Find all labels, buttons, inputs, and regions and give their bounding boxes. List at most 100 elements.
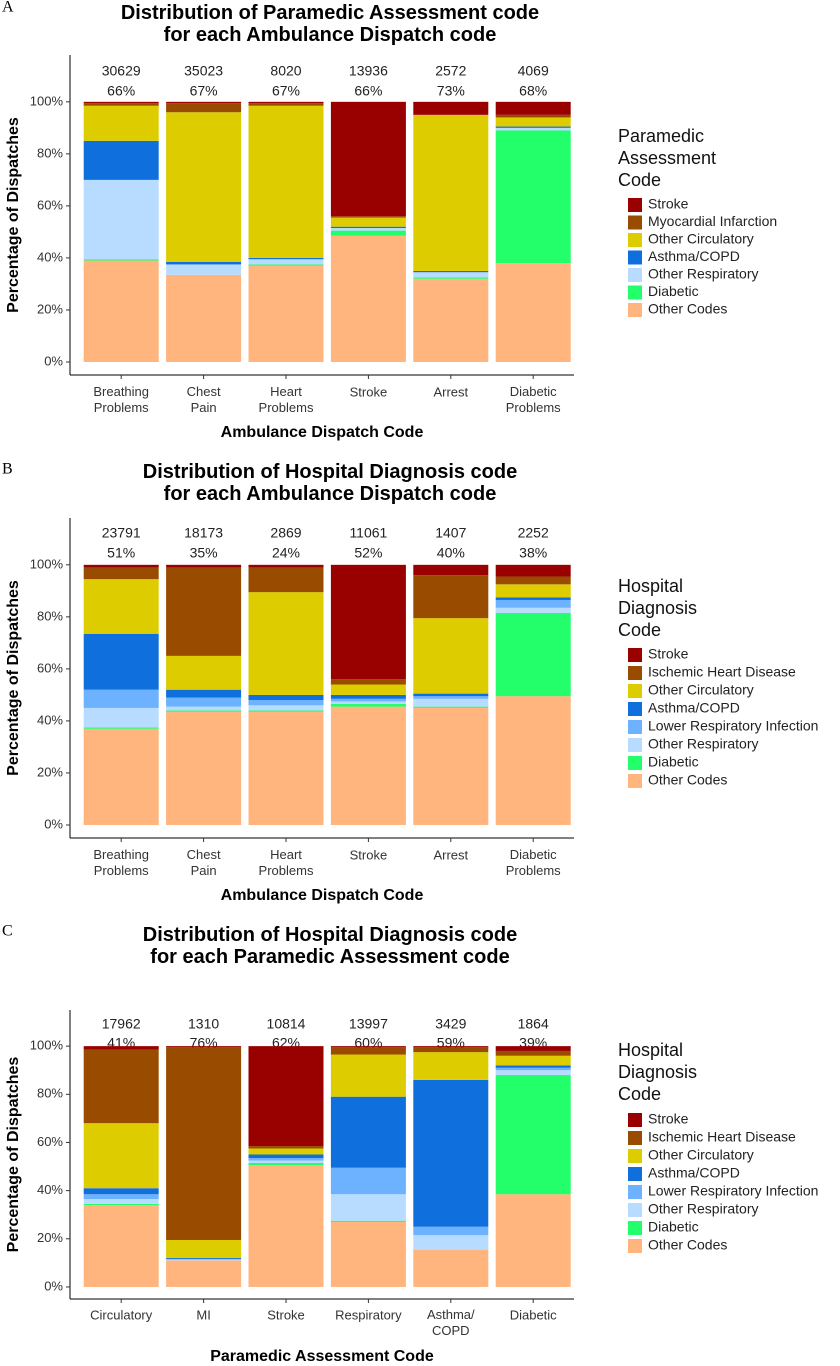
bar-segment <box>413 1226 489 1236</box>
bar-percent: 73% <box>437 83 465 99</box>
x-tick-label: Stroke <box>350 847 388 862</box>
bar-segment <box>495 1067 571 1071</box>
x-tick-label: Asthma/COPD <box>427 1307 475 1338</box>
y-tick-label: 80% <box>37 608 63 623</box>
bar-segment <box>330 701 406 705</box>
bar-segment <box>413 1047 489 1053</box>
legend-swatch <box>628 1185 642 1199</box>
bar-count: 13936 <box>349 63 388 79</box>
bar-count: 35023 <box>184 63 223 79</box>
bar-segment <box>330 684 406 695</box>
bar-segment <box>83 260 159 362</box>
bar-segment <box>166 1259 242 1261</box>
bar-segment <box>248 1148 324 1155</box>
y-tick-label: 20% <box>37 764 63 779</box>
y-tick-label: 40% <box>37 249 63 264</box>
bar-segment <box>166 101 242 104</box>
legend-label: Stroke <box>648 646 689 662</box>
y-axis-title: Percentage of Dispatches <box>5 117 22 313</box>
bar-segment <box>495 114 571 118</box>
bar-segment <box>166 564 242 568</box>
legend-label: Asthma/COPD <box>648 248 740 264</box>
legend-swatch <box>628 285 642 300</box>
legend-label: Stroke <box>648 196 689 212</box>
bar-segment <box>248 700 324 706</box>
bar-segment <box>330 101 406 217</box>
bar-segment <box>83 579 159 634</box>
bar-segment <box>166 1258 242 1260</box>
legend-label: Diabetic <box>648 754 699 770</box>
bar-segment <box>413 696 489 699</box>
bar-segment <box>166 1260 242 1287</box>
bar-segment <box>248 694 324 701</box>
legend-label: Diabetic <box>648 1219 699 1235</box>
legend-label: Stroke <box>648 1111 689 1127</box>
bar-segment <box>330 1047 406 1055</box>
bar-percent: 52% <box>354 545 382 561</box>
legend-swatch <box>628 684 642 698</box>
bar-segment <box>166 261 242 265</box>
bar-segment <box>495 1075 571 1195</box>
legend-label: Other Codes <box>648 301 727 317</box>
y-tick-label: 20% <box>37 301 63 316</box>
bar-segment <box>330 679 406 685</box>
bar-segment <box>83 1188 159 1195</box>
bar-segment <box>495 564 571 577</box>
legend-swatch <box>628 268 642 282</box>
legend-label: Lower Respiratory Infection <box>648 718 818 734</box>
bar-segment <box>330 704 406 707</box>
x-tick-label: Stroke <box>267 1307 305 1322</box>
legend-swatch <box>628 250 642 265</box>
bar-segment <box>413 618 489 694</box>
bar-segment <box>330 226 406 229</box>
bar-segment <box>83 1205 159 1287</box>
bar-segment <box>413 101 489 115</box>
bar-segment <box>248 592 324 695</box>
bar-segment <box>166 112 242 262</box>
bar-segment <box>330 230 406 236</box>
bar-segment <box>248 259 324 265</box>
bar-segment <box>166 103 242 113</box>
bar-segment <box>495 576 571 585</box>
bar-segment <box>83 1199 159 1204</box>
bar-segment <box>495 597 571 600</box>
y-tick-label: 40% <box>37 712 63 727</box>
bar-segment <box>330 1220 406 1222</box>
bar-segment <box>248 1046 324 1147</box>
bar-segment <box>413 1052 489 1080</box>
x-tick-label: Arrest <box>433 384 468 399</box>
bar-segment <box>166 274 242 362</box>
bar-segment <box>413 114 489 271</box>
legend-swatch <box>628 1221 642 1235</box>
bar-segment <box>495 1046 571 1051</box>
x-tick-label: Arrest <box>433 847 468 862</box>
bar-segment <box>83 1049 159 1124</box>
bar-segment <box>83 633 159 690</box>
bar-segment <box>495 584 571 598</box>
bar-count: 8020 <box>270 63 301 79</box>
bar-percent: 66% <box>354 83 382 99</box>
bar-segment <box>413 564 489 576</box>
legend-swatch <box>628 720 642 734</box>
x-tick-label: Chest Pain <box>187 384 221 415</box>
bar-segment <box>83 179 159 260</box>
bar-count: 17962 <box>102 1016 141 1032</box>
bar-segment <box>166 567 242 656</box>
bar-segment <box>413 698 489 707</box>
bar-segment <box>495 1050 571 1056</box>
x-axis-title: Ambulance Dispatch Code <box>221 424 424 441</box>
bar-percent: 67% <box>190 83 218 99</box>
y-tick-label: 60% <box>37 660 63 675</box>
bar-percent: 38% <box>519 545 547 561</box>
bar-segment <box>166 1047 242 1240</box>
legend-title: Paramedic Assessment Code <box>618 126 716 190</box>
bar-segment <box>83 140 159 180</box>
bar-segment <box>413 575 489 619</box>
bar-segment <box>248 265 324 362</box>
bar-segment <box>166 710 242 712</box>
panel-letter: C <box>2 923 13 940</box>
bar-segment <box>330 698 406 702</box>
bar-segment <box>330 1167 406 1195</box>
x-tick-label: Diabetic Problems <box>506 384 561 415</box>
bar-percent: 68% <box>519 83 547 99</box>
